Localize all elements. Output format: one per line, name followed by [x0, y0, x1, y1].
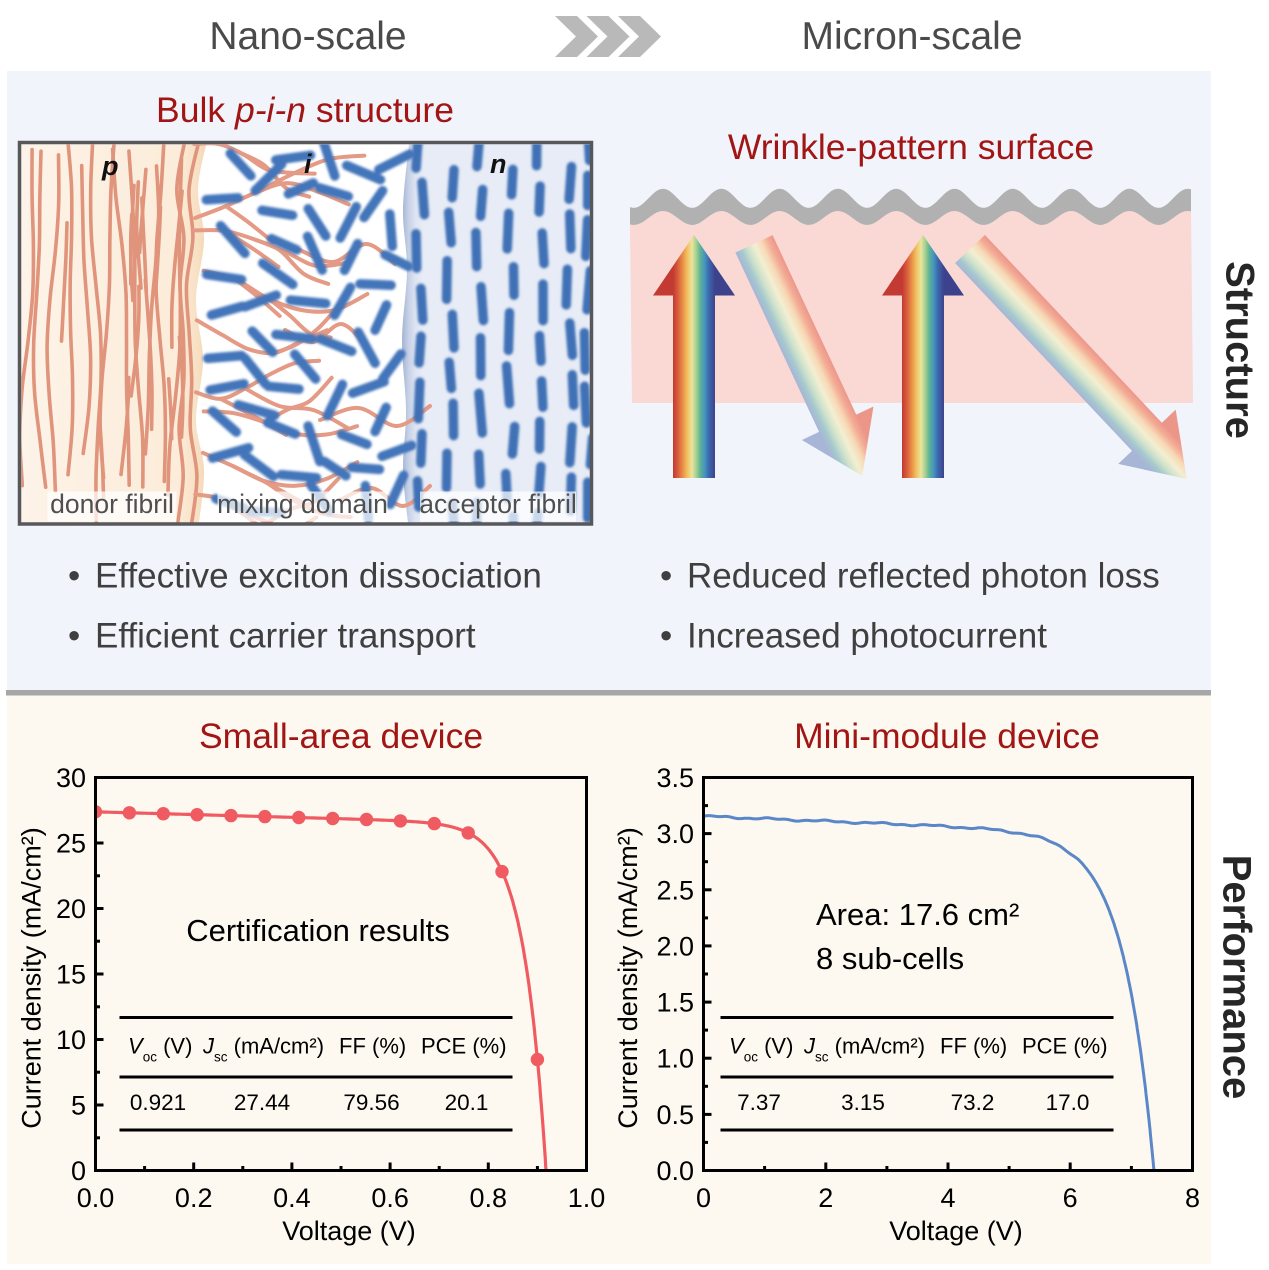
svg-text:PCE (%): PCE (%)	[421, 1034, 507, 1059]
svg-text:6: 6	[1063, 1183, 1078, 1213]
svg-text:3.5: 3.5	[656, 763, 694, 793]
svg-text:Increased photocurrent: Increased photocurrent	[687, 617, 1047, 656]
svg-text:Reduced reflected photon loss: Reduced reflected photon loss	[687, 557, 1160, 596]
svg-text:0.0: 0.0	[656, 1156, 694, 1186]
svg-text:8 sub-cells: 8 sub-cells	[816, 941, 964, 976]
svg-text:mixing domain: mixing domain	[217, 489, 388, 519]
svg-text:Area: 17.6 cm²: Area: 17.6 cm²	[816, 897, 1019, 932]
svg-text:p: p	[101, 151, 119, 181]
svg-text:Voc (V): Voc (V)	[729, 1034, 793, 1065]
svg-text:Jsc (mA/cm²): Jsc (mA/cm²)	[803, 1034, 925, 1065]
svg-text:0: 0	[71, 1156, 86, 1186]
svg-text:3.0: 3.0	[656, 819, 694, 849]
svg-text:Certification results: Certification results	[186, 913, 450, 948]
svg-text:Wrinkle-pattern surface: Wrinkle-pattern surface	[728, 127, 1094, 167]
svg-text:Voc (V): Voc (V)	[128, 1034, 192, 1065]
svg-text:25: 25	[56, 829, 86, 859]
svg-text:0.0: 0.0	[77, 1183, 115, 1213]
svg-text:•: •	[660, 557, 672, 596]
svg-text:donor fibril: donor fibril	[50, 489, 174, 519]
svg-text:73.2: 73.2	[951, 1090, 995, 1115]
svg-text:79.56: 79.56	[343, 1090, 399, 1115]
svg-text:PCE (%): PCE (%)	[1022, 1034, 1108, 1059]
svg-text:acceptor fibril: acceptor fibril	[419, 489, 577, 519]
svg-text:0.6: 0.6	[371, 1183, 409, 1213]
svg-text:•: •	[68, 617, 80, 656]
svg-text:7.37: 7.37	[737, 1090, 781, 1115]
svg-text:Voltage (V): Voltage (V)	[889, 1216, 1023, 1246]
svg-text:FF (%): FF (%)	[940, 1034, 1007, 1059]
svg-text:2: 2	[818, 1183, 833, 1213]
svg-text:1.0: 1.0	[656, 1044, 694, 1074]
svg-text:Effective exciton dissociation: Effective exciton dissociation	[95, 557, 542, 596]
svg-text:Current density (mA/cm²): Current density (mA/cm²)	[613, 827, 643, 1129]
svg-text:20: 20	[56, 894, 86, 924]
svg-text:15: 15	[56, 960, 86, 990]
svg-text:Bulk p-i-n structure: Bulk p-i-n structure	[156, 90, 454, 130]
svg-text:Mini-module device: Mini-module device	[794, 716, 1100, 756]
svg-text:Nano-scale: Nano-scale	[209, 15, 406, 58]
svg-text:•: •	[660, 617, 672, 656]
svg-text:0.8: 0.8	[470, 1183, 508, 1213]
svg-text:30: 30	[56, 763, 86, 793]
svg-text:2.0: 2.0	[656, 931, 694, 961]
svg-text:0.5: 0.5	[656, 1100, 694, 1130]
svg-text:8: 8	[1185, 1183, 1200, 1213]
svg-text:17.0: 17.0	[1046, 1090, 1090, 1115]
svg-text:FF (%): FF (%)	[339, 1034, 406, 1059]
svg-text:10: 10	[56, 1025, 86, 1055]
svg-text:i: i	[304, 149, 312, 179]
svg-text:Structure: Structure	[1218, 261, 1262, 439]
svg-text:0: 0	[696, 1183, 711, 1213]
svg-text:2.5: 2.5	[656, 875, 694, 905]
svg-text:0.2: 0.2	[175, 1183, 213, 1213]
svg-text:1.5: 1.5	[656, 988, 694, 1018]
svg-text:0.4: 0.4	[273, 1183, 311, 1213]
svg-text:4: 4	[940, 1183, 955, 1213]
svg-text:Small-area device: Small-area device	[199, 716, 483, 756]
svg-text:0.921: 0.921	[130, 1090, 186, 1115]
svg-text:Jsc (mA/cm²): Jsc (mA/cm²)	[202, 1034, 324, 1065]
svg-text:•: •	[68, 557, 80, 596]
svg-text:27.44: 27.44	[234, 1090, 290, 1115]
svg-text:Efficient carrier transport: Efficient carrier transport	[95, 617, 476, 656]
svg-text:Performance: Performance	[1215, 855, 1259, 1100]
svg-text:3.15: 3.15	[841, 1090, 885, 1115]
svg-text:n: n	[490, 149, 507, 179]
svg-text:20.1: 20.1	[445, 1090, 489, 1115]
svg-text:Voltage (V): Voltage (V)	[282, 1216, 416, 1246]
svg-text:5: 5	[71, 1091, 86, 1121]
svg-text:Current density (mA/cm²): Current density (mA/cm²)	[17, 827, 47, 1129]
svg-text:Micron-scale: Micron-scale	[801, 15, 1022, 58]
svg-text:1.0: 1.0	[568, 1183, 606, 1213]
